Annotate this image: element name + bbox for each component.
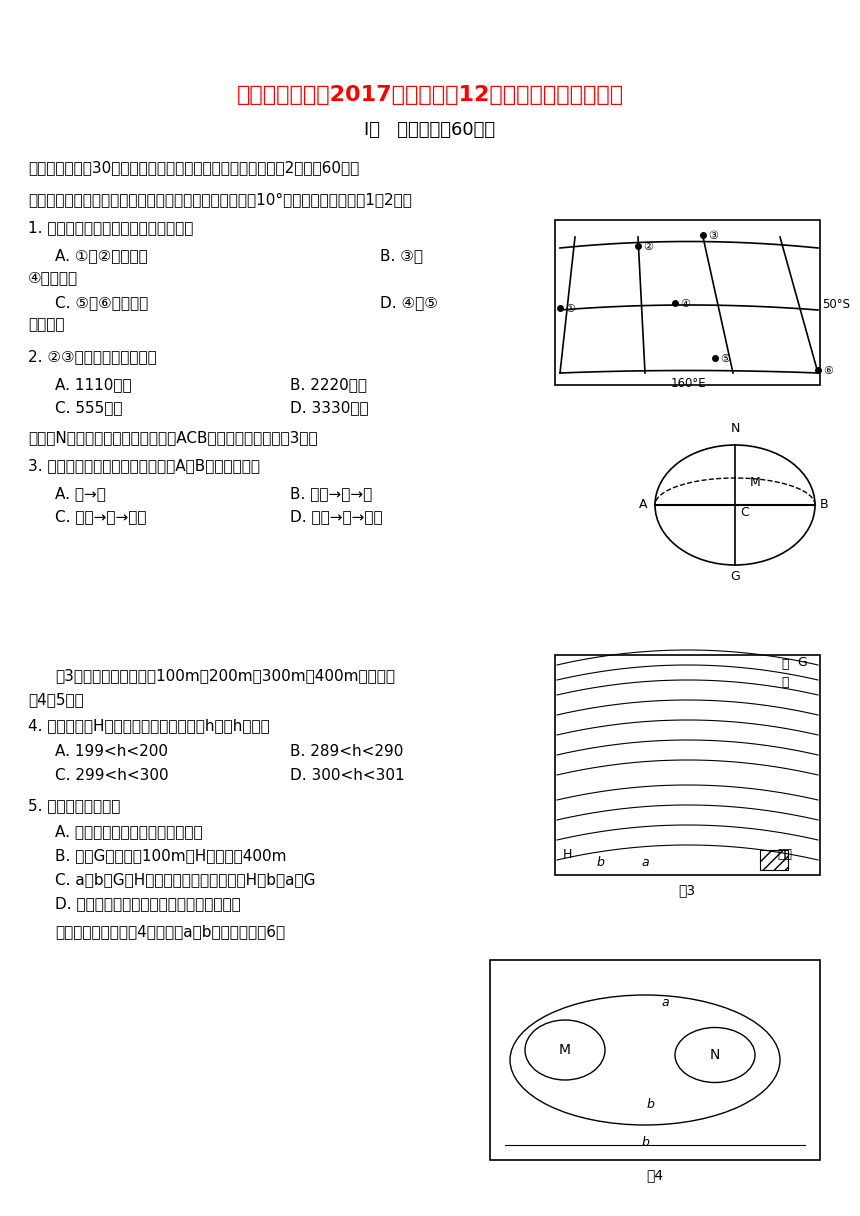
Ellipse shape — [655, 445, 815, 565]
Text: A: A — [638, 499, 647, 512]
Text: M: M — [559, 1043, 571, 1057]
Text: 读下面的经纬网示意图，相邻的经．纬线之间的度数相差10°，根据所学知识回答1～2题。: 读下面的经纬网示意图，相邻的经．纬线之间的度数相差10°，根据所学知识回答1～2… — [28, 192, 412, 208]
Text: C. ⑤在⑥的正西方: C. ⑤在⑥的正西方 — [55, 295, 148, 310]
Text: b: b — [596, 856, 604, 869]
Text: D. 300<h<301: D. 300<h<301 — [290, 769, 404, 783]
Text: 4. 图中城镇与H地的相对高度的最大值为h，则h的值是: 4. 图中城镇与H地的相对高度的最大值为h，则h的值是 — [28, 719, 270, 733]
Text: ⑥: ⑥ — [823, 366, 833, 376]
Text: C. a、b、G、H的海拔由大到小排序是：H＞b＞a＞G: C. a、b、G、H的海拔由大到小排序是：H＞b＞a＞G — [55, 873, 316, 888]
Text: B. 289<h<290: B. 289<h<290 — [290, 744, 403, 760]
Text: D. 东北→东→东南: D. 东北→东→东南 — [290, 510, 383, 524]
Text: A. 1110千米: A. 1110千米 — [55, 377, 132, 393]
Text: A. 西→东: A. 西→东 — [55, 486, 106, 501]
Text: G: G — [730, 570, 740, 582]
Text: C. 东南→东→东北: C. 东南→东→东北 — [55, 510, 146, 524]
Bar — [490, 959, 820, 1160]
Text: 城镇: 城镇 — [777, 849, 793, 861]
Text: 50°S: 50°S — [822, 298, 850, 311]
Text: ④: ④ — [680, 299, 690, 309]
Text: b: b — [646, 1098, 654, 1111]
Bar — [555, 220, 820, 385]
Text: B: B — [820, 499, 829, 512]
Text: C. 299<h<300: C. 299<h<300 — [55, 769, 169, 783]
Text: 读等高线示意图（图4），已知a＞b，读图回答第6～: 读等高线示意图（图4），已知a＞b，读图回答第6～ — [55, 924, 286, 940]
Text: ⑤: ⑤ — [720, 354, 730, 364]
Text: 河: 河 — [781, 659, 789, 671]
Text: C: C — [740, 507, 749, 519]
Text: Ⅰ卷   选择题（共60分）: Ⅰ卷 选择题（共60分） — [365, 122, 495, 139]
Text: N: N — [710, 1048, 720, 1062]
Text: 5. 下列判断正确的是: 5. 下列判断正确的是 — [28, 799, 120, 814]
Text: 流: 流 — [781, 676, 789, 689]
Text: a: a — [642, 856, 648, 869]
Text: 1. 关于各点的方向，下列说法正确的是: 1. 关于各点的方向，下列说法正确的是 — [28, 220, 194, 236]
Text: 的东南方: 的东南方 — [28, 317, 64, 332]
Text: B. 由南→北→南: B. 由南→北→南 — [290, 486, 372, 501]
Text: a: a — [661, 996, 669, 1008]
Text: 图3: 图3 — [679, 883, 696, 897]
Text: D. ④在⑤: D. ④在⑤ — [380, 295, 438, 310]
Text: A. 图中的三条支流中有一条画错了: A. 图中的三条支流中有一条画错了 — [55, 824, 203, 839]
Text: A. ①在②的西南方: A. ①在②的西南方 — [55, 248, 148, 264]
Text: C. 555千米: C. 555千米 — [55, 400, 122, 416]
Text: 图4: 图4 — [647, 1169, 664, 1182]
Text: B. 2220千米: B. 2220千米 — [290, 377, 367, 393]
Text: ①: ① — [565, 304, 575, 314]
Text: 读图，N为北极点，大圆为经线圈，ACB为赤道，据此完成第3题。: 读图，N为北极点，大圆为经线圈，ACB为赤道，据此完成第3题。 — [28, 430, 317, 445]
Text: ④的正北方: ④的正北方 — [28, 270, 78, 286]
Text: 四川省金堂中学2017届高三地理12月月考试题（无答案）: 四川省金堂中学2017届高三地理12月月考试题（无答案） — [237, 85, 624, 105]
Text: 160°E: 160°E — [670, 377, 706, 390]
Text: ③: ③ — [708, 231, 718, 241]
Bar — [555, 655, 820, 876]
Text: 一．选择题（共30个小题，每小题只有一个正确答案，每小题2分，共60分）: 一．选择题（共30个小题，每小题只有一个正确答案，每小题2分，共60分） — [28, 161, 359, 175]
Text: 图3等高线的高度分别为100m、200m、300m、400m。试判断: 图3等高线的高度分别为100m、200m、300m、400m。试判断 — [55, 669, 395, 683]
Text: B. ③在: B. ③在 — [380, 248, 423, 264]
Text: D. 3330千米: D. 3330千米 — [290, 400, 369, 416]
Text: 第4～5题：: 第4～5题： — [28, 692, 83, 708]
Text: ②: ② — [643, 242, 653, 252]
Text: b: b — [641, 1137, 649, 1149]
Text: G: G — [797, 655, 807, 669]
Text: H: H — [562, 849, 572, 861]
Text: B. 图中G处海拔为100m，H处海拔为400m: B. 图中G处海拔为100m，H处海拔为400m — [55, 849, 286, 863]
Text: M: M — [750, 477, 761, 490]
Text: N: N — [730, 422, 740, 435]
Text: 2. ②③之间的实际距离约为: 2. ②③之间的实际距离约为 — [28, 349, 157, 365]
Text: D. 若在我国，图中河流西岸冲刷比东岸严重: D. 若在我国，图中河流西岸冲刷比东岸严重 — [55, 896, 241, 912]
Text: A. 199<h<200: A. 199<h<200 — [55, 744, 168, 760]
Text: 3. 按最短飞行路线飞行，该飞机从A到B的飞行方向是: 3. 按最短飞行路线飞行，该飞机从A到B的飞行方向是 — [28, 458, 260, 473]
Bar — [760, 850, 788, 869]
